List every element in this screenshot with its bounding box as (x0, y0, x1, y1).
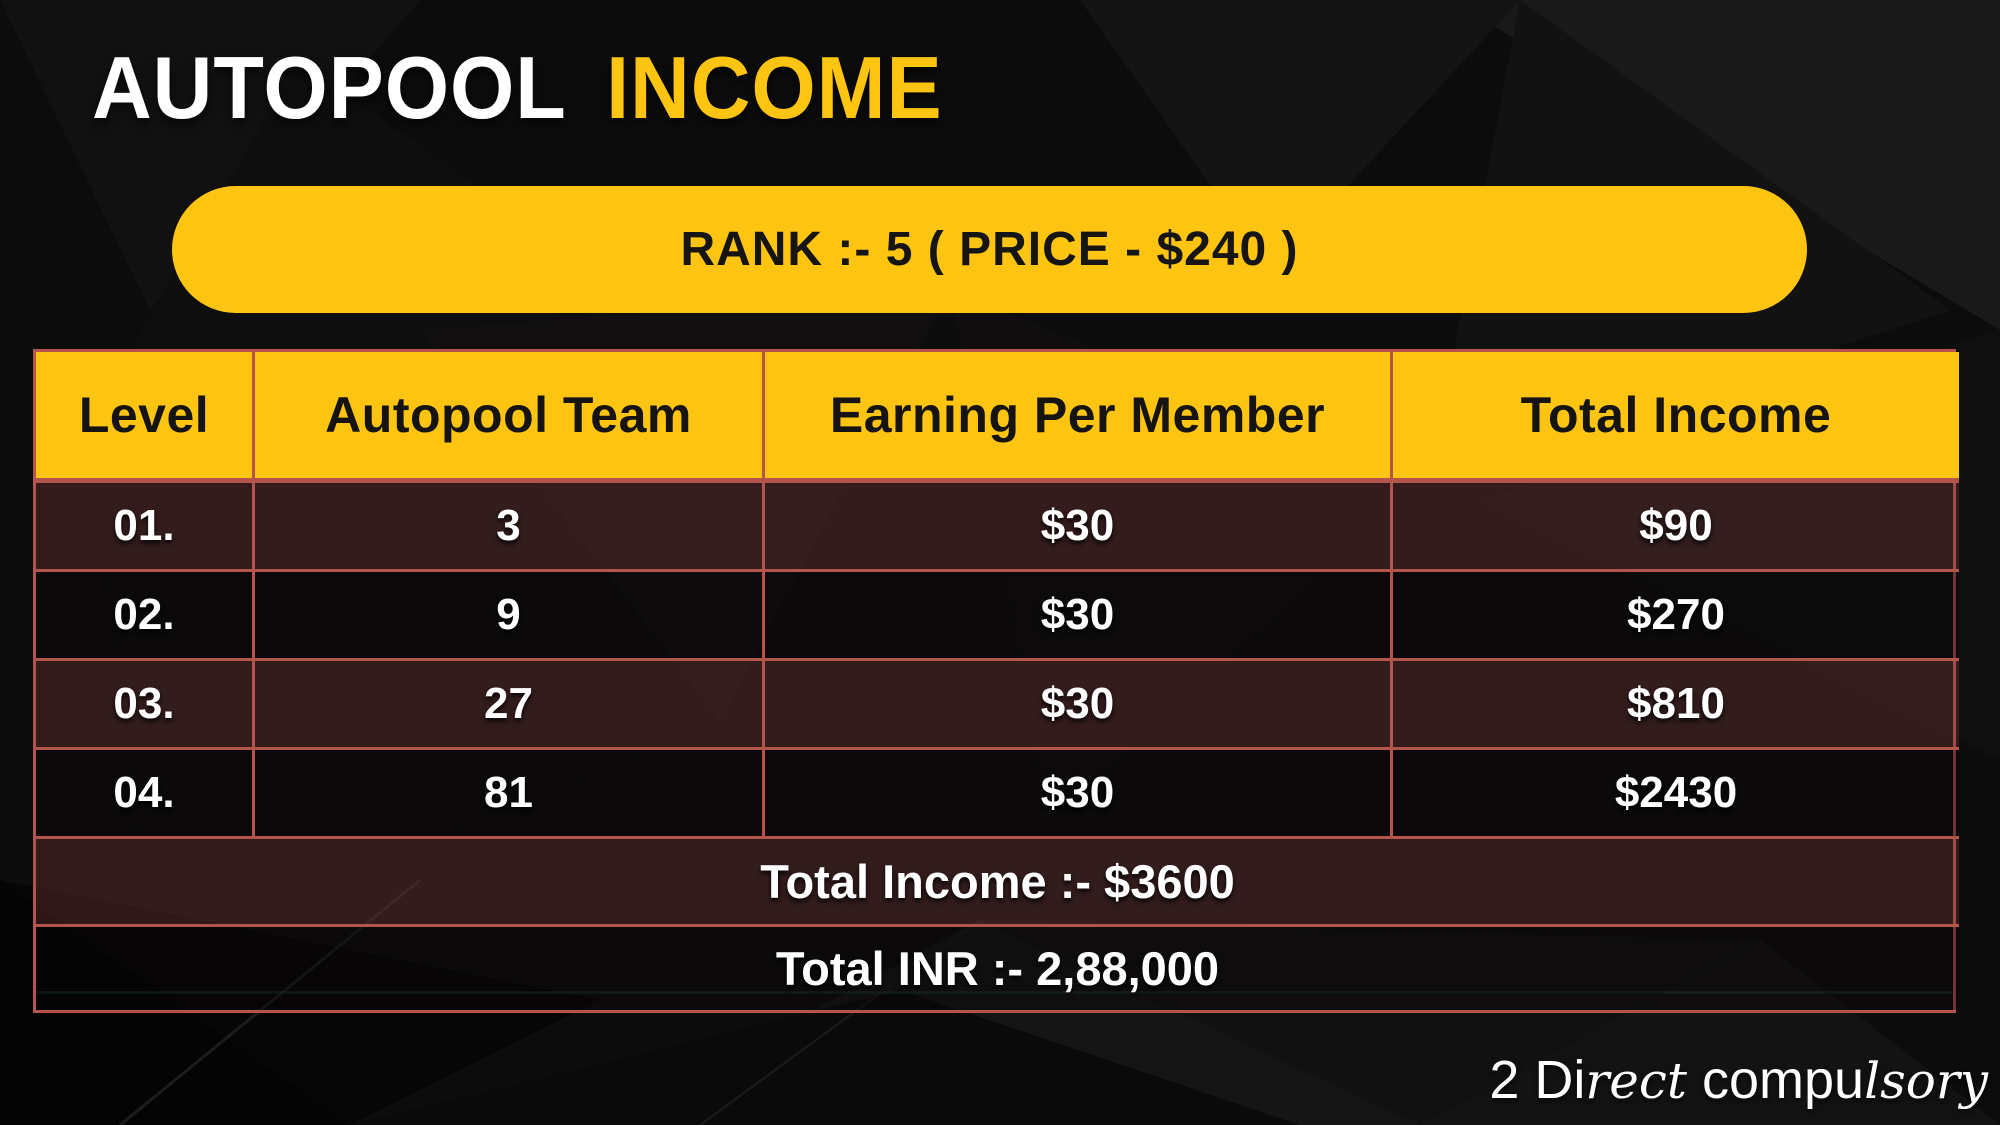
table-row-3-total: $810 (1393, 661, 1959, 750)
footnote-seg-1: 2 Di (1489, 1050, 1586, 1110)
table-row-1-team: 3 (255, 483, 765, 572)
table-row-2-total: $270 (1393, 572, 1959, 661)
table-row-1-earning: $30 (765, 483, 1393, 572)
table-row-1-level: 01. (36, 483, 255, 572)
table-row-4-total: $2430 (1393, 750, 1959, 839)
rank-banner: RANK :- 5 ( PRICE - $240 ) (172, 186, 1807, 313)
total-inr-row: Total INR :- 2,88,000 (36, 927, 1959, 1010)
background-artifact-line (36, 991, 1953, 994)
table-row-2-team: 9 (255, 572, 765, 661)
footnote-seg-4: lsory (1864, 1052, 1988, 1110)
table-row-2-level: 02. (36, 572, 255, 661)
page-title-autopool: AUTOPOOL (92, 38, 566, 137)
rank-banner-label: RANK :- 5 ( PRICE - $240 ) (680, 223, 1299, 276)
header-level: Level (36, 352, 255, 483)
table-row-3-team: 27 (255, 661, 765, 750)
header-total-income: Total Income (1393, 352, 1959, 483)
footnote-seg-2: rect (1585, 1052, 1687, 1110)
header-autopool-team: Autopool Team (255, 352, 765, 483)
table-row-2-earning: $30 (765, 572, 1393, 661)
total-income-row: Total Income :- $3600 (36, 839, 1959, 927)
footnote-seg-3: compu (1687, 1050, 1865, 1110)
table-row-1-total: $90 (1393, 483, 1959, 572)
page-title: AUTOPOOL INCOME (92, 38, 943, 137)
table-row-4-earning: $30 (765, 750, 1393, 839)
table-row-3-earning: $30 (765, 661, 1393, 750)
direct-compulsory-note: 2 Direct compulsory (1489, 1049, 1988, 1111)
autopool-income-table: Level Autopool Team Earning Per Member T… (33, 349, 1959, 1013)
table-row-4-level: 04. (36, 750, 255, 839)
page-title-income: INCOME (606, 38, 943, 137)
table-row-3-level: 03. (36, 661, 255, 750)
header-earning-per-member: Earning Per Member (765, 352, 1393, 483)
table-row-4-team: 81 (255, 750, 765, 839)
